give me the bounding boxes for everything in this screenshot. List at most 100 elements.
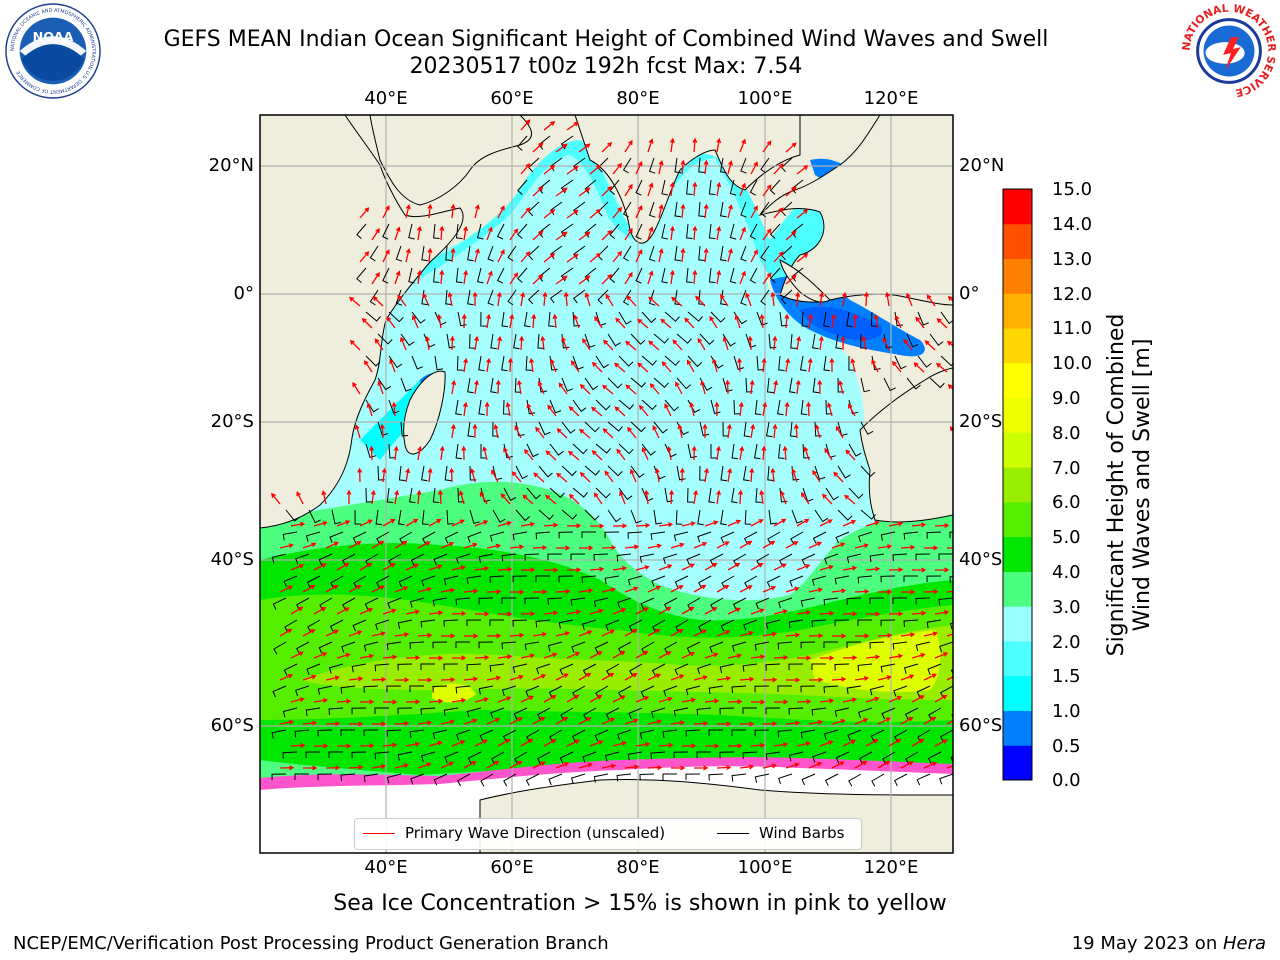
wind-barb	[664, 399, 679, 412]
wind-barb	[635, 179, 643, 196]
wave-direction-arrow	[550, 358, 557, 373]
wind-barb	[445, 289, 452, 305]
wind-barb	[915, 553, 931, 561]
wave-direction-arrow	[819, 564, 834, 571]
wind-barb	[363, 685, 379, 693]
wind-barb	[789, 575, 804, 587]
colorbar-label-line1: Significant Height of Combined	[1104, 313, 1129, 657]
wave-direction-arrow	[417, 720, 433, 726]
wave-direction-arrow	[486, 357, 492, 373]
wind-barb	[903, 619, 919, 628]
wind-barb	[496, 223, 505, 240]
wind-barb	[512, 663, 528, 674]
wind-barb	[617, 729, 632, 741]
wind-barb	[386, 773, 402, 784]
wave-direction-arrow	[417, 586, 432, 593]
wave-direction-arrow	[532, 142, 544, 153]
wind-barb	[698, 619, 712, 633]
wave-direction-arrow	[957, 205, 961, 218]
wind-barb	[744, 575, 758, 589]
wave-direction-arrow	[578, 143, 591, 153]
wind-barb	[561, 465, 577, 477]
wind-barb	[535, 531, 551, 540]
wave-direction-arrow	[359, 251, 370, 263]
wind-barb	[662, 729, 678, 738]
wave-direction-arrow	[654, 467, 660, 483]
wind-barb	[720, 619, 735, 632]
wind-barb	[698, 201, 705, 217]
wind-barb	[571, 641, 586, 653]
wind-barb	[538, 267, 551, 282]
wind-barb	[894, 729, 908, 743]
wave-direction-arrow	[552, 313, 558, 329]
wave-direction-arrow	[568, 493, 580, 505]
wind-barb	[595, 443, 611, 454]
wave-direction-arrow	[888, 567, 904, 573]
wave-direction-arrow	[302, 542, 317, 549]
wave-direction-arrow	[762, 585, 777, 593]
wind-barb	[653, 377, 669, 389]
wave-direction-arrow	[624, 673, 638, 681]
wave-direction-arrow	[808, 761, 823, 769]
wind-barb	[421, 575, 436, 587]
wave-direction-arrow	[796, 518, 810, 527]
wind-barb	[860, 465, 876, 478]
wind-barb	[892, 553, 908, 561]
wave-direction-arrow	[647, 138, 654, 153]
wind-barb	[538, 135, 551, 150]
wind-barb	[524, 311, 531, 328]
wind-barb	[938, 553, 953, 560]
wave-direction-arrow	[371, 764, 387, 770]
wave-direction-arrow	[589, 252, 602, 263]
wave-direction-arrow	[635, 522, 651, 528]
wave-direction-arrow	[302, 674, 317, 681]
wind-barb	[558, 575, 574, 583]
wave-direction-arrow	[647, 585, 662, 593]
wind-barb	[594, 641, 609, 654]
wind-barb	[687, 597, 701, 611]
wave-direction-arrow	[371, 631, 386, 637]
wave-direction-arrow	[819, 291, 825, 307]
wave-direction-arrow	[463, 542, 478, 549]
wave-direction-arrow	[658, 159, 664, 175]
wind-barb	[767, 465, 774, 481]
wave-direction-arrow	[533, 472, 545, 483]
wind-barb	[801, 773, 816, 786]
wave-direction-arrow	[952, 471, 953, 474]
wave-direction-arrow	[578, 545, 594, 551]
wave-direction-arrow	[727, 204, 733, 219]
wave-direction-arrow	[394, 540, 408, 549]
wave-direction-arrow	[624, 586, 639, 593]
wave-direction-arrow	[346, 489, 352, 505]
wave-direction-arrow	[835, 425, 844, 439]
colorbar-tick: 10.0	[1052, 353, 1093, 374]
wind-barb	[641, 311, 657, 324]
wave-direction-arrow	[601, 545, 617, 551]
wind-barb	[616, 773, 632, 782]
wind-barb	[317, 685, 333, 695]
colorbar-segment	[1003, 675, 1032, 711]
wave-direction-arrow	[290, 743, 306, 748]
wind-barb	[825, 487, 839, 501]
wind-barb	[673, 707, 689, 717]
wind-barb	[754, 641, 770, 651]
wind-barb	[756, 553, 770, 567]
wind-barb	[340, 685, 356, 694]
wave-direction-arrow	[325, 765, 341, 771]
wave-direction-arrow	[791, 468, 798, 483]
wave-direction-arrow	[680, 159, 686, 175]
wave-direction-arrow	[704, 520, 719, 527]
wave-direction-arrow	[749, 379, 755, 395]
wind-barb	[487, 289, 494, 306]
wave-direction-arrow	[543, 209, 556, 219]
footer-date-text: 19 May 2023 on	[1071, 933, 1223, 954]
wind-barb	[517, 267, 528, 283]
colorbar-tick: 4.0	[1052, 562, 1081, 583]
wave-direction-arrow	[439, 445, 445, 461]
wave-direction-arrow	[416, 225, 422, 241]
wind-barb	[434, 355, 444, 371]
wave-direction-arrow	[589, 608, 604, 615]
wave-direction-arrow	[773, 699, 789, 705]
wind-barb	[811, 619, 827, 628]
wind-barb	[376, 575, 390, 589]
